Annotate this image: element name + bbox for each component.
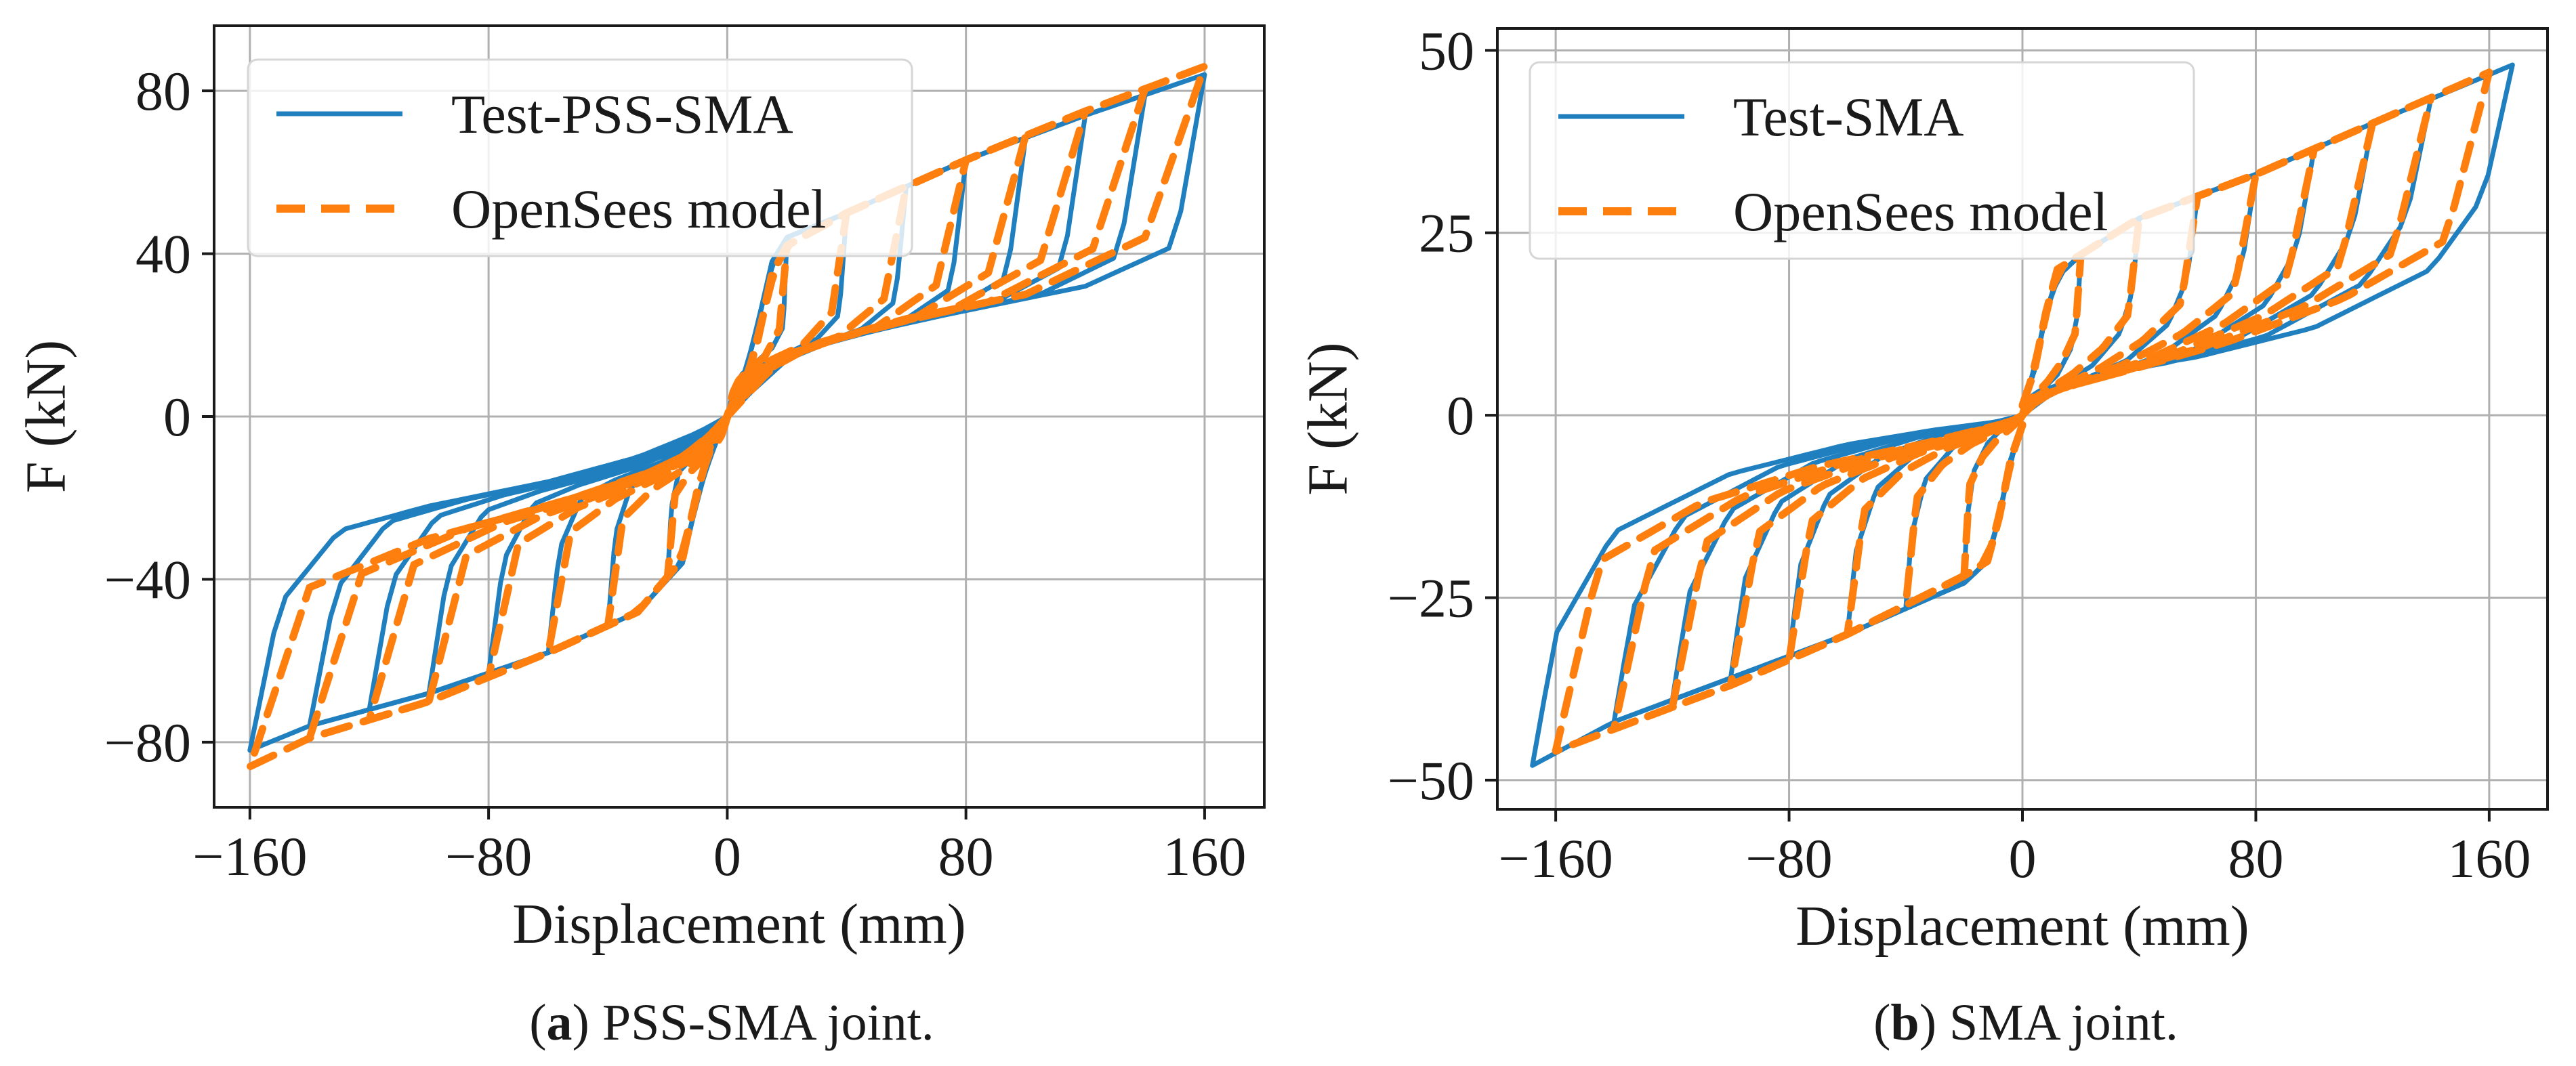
panel-b-caption-close: ) — [1919, 994, 1936, 1051]
panel-b-legend-box — [1529, 61, 2195, 260]
panel-a-x-tick-label: −80 — [445, 826, 532, 887]
panel-a-y-ticks: −80 −40 0 40 80 — [104, 60, 214, 773]
panel-b-caption-letter: b — [1890, 994, 1919, 1051]
panel-b-y-tick-label: 0 — [1447, 385, 1474, 446]
panel-a-caption-close: ) — [573, 994, 589, 1051]
panel-a-caption-open: ( — [529, 994, 546, 1051]
panel-b-y-tick-label: −50 — [1388, 750, 1474, 811]
panel-a-x-axis-label: Displacement (mm) — [512, 893, 965, 956]
panel-a-y-tick-label: 80 — [136, 60, 191, 122]
panel-b-legend: Test-SMA OpenSees model — [1529, 61, 2195, 260]
panel-a-x-ticks: −160 −80 0 80 160 — [192, 807, 1246, 887]
panel-b-y-tick-label: 25 — [1419, 202, 1474, 264]
panel-b-x-tick-label: 0 — [2009, 828, 2037, 889]
panel-b-caption-text: SMA joint. — [1936, 994, 2178, 1051]
panel-a-y-tick-label: 40 — [136, 223, 191, 285]
panel-a-legend-label-test: Test-PSS-SMA — [451, 83, 793, 145]
panel-a-legend-label-model: OpenSees model — [451, 178, 826, 240]
panel-b-caption-open: ( — [1873, 994, 1890, 1051]
panel-a-y-tick-label: −40 — [104, 549, 191, 610]
panel-a-series-model-loop — [246, 412, 731, 771]
panel-b-y-tick-label: −25 — [1388, 568, 1474, 629]
panel-b-x-tick-label: −80 — [1745, 828, 1832, 889]
panel-a-caption-letter: a — [547, 994, 573, 1051]
panel-b-x-ticks: −160 −80 0 80 160 — [1498, 809, 2531, 889]
panel-b-x-tick-label: −160 — [1498, 828, 1613, 889]
panel-a-x-tick-label: −160 — [192, 826, 307, 887]
panel-b-series-model-loop — [1552, 411, 2027, 755]
panel-b-chart: Test-SMA OpenSees model −160 −80 0 80 160 −5… — [1297, 20, 2549, 1051]
panel-a-y-axis-label: F (kN) — [15, 340, 78, 493]
panel-a-y-tick-label: −80 — [104, 712, 191, 773]
panel-b-x-tick-label: 160 — [2447, 828, 2531, 889]
panel-b-x-axis-label: Displacement (mm) — [1795, 895, 2249, 958]
panel-b-caption: (b) SMA joint. — [1873, 994, 2178, 1051]
panel-a-x-tick-label: 80 — [938, 826, 994, 887]
panel-b-y-ticks: −50 −25 0 25 50 — [1388, 20, 1497, 811]
panel-a-x-tick-label: 0 — [713, 826, 741, 887]
panel-a-chart: Test-PSS-SMA OpenSees model −160 −80 0 80 16… — [15, 24, 1266, 1051]
panel-b-y-axis-label: F (kN) — [1297, 342, 1360, 495]
panel-a-caption: (a) PSS-SMA joint. — [529, 994, 934, 1051]
panel-b-legend-label-model: OpenSees model — [1733, 181, 2108, 242]
panel-a-x-tick-label: 160 — [1163, 826, 1246, 887]
panel-b-series-model-loop — [2018, 68, 2493, 419]
panel-a-legend-box — [247, 58, 913, 257]
panel-a-legend: Test-PSS-SMA OpenSees model — [247, 58, 913, 257]
panel-b-legend-label-test: Test-SMA — [1733, 86, 1964, 148]
panel-b-x-tick-label: 80 — [2228, 828, 2283, 889]
panel-b-y-tick-label: 50 — [1419, 20, 1474, 81]
panel-a-caption-text: PSS-SMA joint. — [589, 994, 934, 1051]
panel-a-y-tick-label: 0 — [163, 386, 191, 448]
